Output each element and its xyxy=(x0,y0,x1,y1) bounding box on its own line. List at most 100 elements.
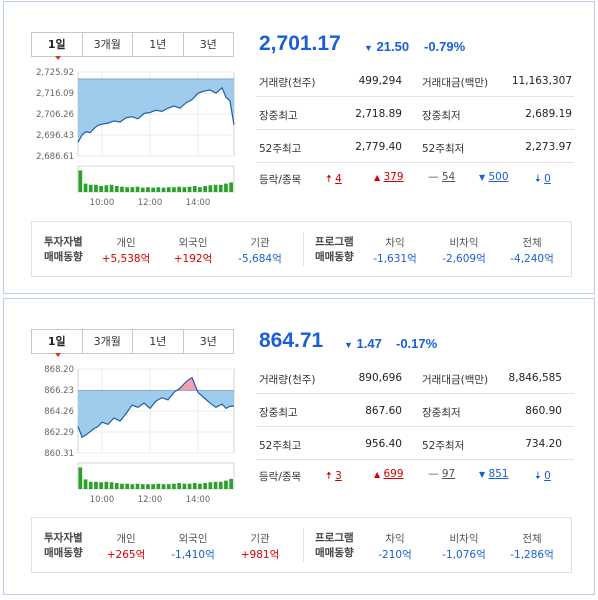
heading-line: 매매동향 xyxy=(315,251,354,263)
y-tick-label: 2,706.26 xyxy=(36,110,74,120)
volume-bar xyxy=(172,483,176,489)
tab-1day[interactable]: 1일 xyxy=(32,33,82,56)
investor-trend-heading: 투자자별 매매동향 xyxy=(44,531,83,561)
volume-bar xyxy=(130,484,135,489)
investor-foreign-value: +192억 xyxy=(173,253,213,265)
volume-bar xyxy=(94,184,98,192)
down-value[interactable]: 500 xyxy=(488,171,509,183)
amount-label: 거래대금(백만) xyxy=(422,374,489,386)
divider xyxy=(256,96,574,97)
volume-bar xyxy=(192,186,197,192)
volume-bar xyxy=(198,483,202,489)
upper-limit-value[interactable]: 3 xyxy=(335,470,342,482)
up-value[interactable]: 379 xyxy=(383,171,404,183)
up-arrow-icon: 🠅 xyxy=(326,173,332,185)
tab-3year[interactable]: 3년 xyxy=(182,330,233,353)
week52-low-value: 2,273.97 xyxy=(525,141,572,153)
up-count[interactable]: ▲ 379 xyxy=(374,171,404,183)
program-arbitrage-value: -210억 xyxy=(378,549,412,561)
volume-bar xyxy=(140,187,145,192)
week52-high-label: 52주최고 xyxy=(259,143,302,155)
flat-value[interactable]: 54 xyxy=(441,171,456,183)
investor-individual-label: 개인 xyxy=(116,533,136,545)
volume-bar xyxy=(109,482,114,489)
tab-3month[interactable]: 3개월 xyxy=(81,330,132,353)
x-tick-label: 10:00 xyxy=(90,495,115,505)
volume-value: 890,696 xyxy=(358,372,402,384)
volume-bar xyxy=(182,483,187,489)
volume-bar xyxy=(88,481,93,489)
flat-value[interactable]: 97 xyxy=(441,468,456,480)
volume-bar xyxy=(172,187,176,192)
price-area-above-baseline xyxy=(78,377,234,391)
volume-bar xyxy=(109,184,114,192)
volume-bar xyxy=(83,479,88,489)
amount-value: 8,846,585 xyxy=(508,372,562,384)
volume-bar xyxy=(177,186,181,192)
heading-line: 투자자별 xyxy=(44,532,83,544)
down-value[interactable]: 851 xyxy=(488,468,509,480)
day-high-value: 867.60 xyxy=(365,405,402,417)
active-tab-caret-icon xyxy=(55,353,61,357)
lower-limit-value[interactable]: 0 xyxy=(544,470,551,482)
heading-line: 매매동향 xyxy=(315,547,354,559)
flat-dash-icon: — xyxy=(428,171,439,183)
flat-count[interactable]: — 97 xyxy=(428,468,455,480)
up-count[interactable]: ▲ 699 xyxy=(374,468,404,480)
volume-bar xyxy=(125,483,129,489)
tab-1year[interactable]: 1년 xyxy=(132,33,183,56)
amount-value: 11,163,307 xyxy=(511,75,572,87)
divider xyxy=(256,162,574,163)
lower-limit-count[interactable]: 🠇 0 xyxy=(535,171,551,189)
down-arrow-icon: 🠇 xyxy=(535,173,541,185)
down-count[interactable]: ▼ 500 xyxy=(479,171,509,183)
week52-low-label: 52주최저 xyxy=(422,440,465,452)
down-triangle-icon: ▼ xyxy=(479,470,486,479)
trading-trends-box: 투자자별 매매동향 개인 +5,538억 외국인 +192억 기관 -5,684억… xyxy=(31,221,572,277)
active-tab-caret-icon xyxy=(55,56,61,60)
heading-line: 프로그램 xyxy=(315,236,354,248)
volume-bar xyxy=(120,186,124,192)
divider xyxy=(256,426,574,427)
flat-count[interactable]: — 54 xyxy=(428,171,455,183)
week52-high-value: 956.40 xyxy=(365,438,402,450)
divider xyxy=(256,129,574,130)
volume-bar xyxy=(218,481,223,489)
volume-bar xyxy=(99,482,103,489)
volume-bar xyxy=(213,481,218,489)
lower-limit-value[interactable]: 0 xyxy=(544,173,551,185)
period-tabs: 1일 3개월 1년 3년 xyxy=(31,32,234,60)
volume-bar xyxy=(161,484,166,489)
volume-bar xyxy=(229,478,233,489)
upper-limit-count[interactable]: 🠅 4 xyxy=(326,171,342,189)
x-tick-label: 14:00 xyxy=(186,495,211,505)
index-price: 864.71 xyxy=(259,329,324,352)
x-tick-label: 12:00 xyxy=(138,495,163,505)
down-count[interactable]: ▼ 851 xyxy=(479,468,509,480)
tab-1year[interactable]: 1년 xyxy=(132,330,183,353)
up-triangle-icon: ▲ xyxy=(374,173,381,182)
index-chart[interactable]: 868.20 866.23 864.26 862.29 860.31 10:00 12:00… xyxy=(24,361,240,511)
y-tick-label: 2,686.61 xyxy=(36,152,74,162)
program-arbitrage-label: 차익 xyxy=(385,533,405,545)
volume-bar xyxy=(78,170,83,192)
tab-3year[interactable]: 3년 xyxy=(182,33,233,56)
upper-limit-count[interactable]: 🠅 3 xyxy=(326,468,342,486)
investor-foreign-label: 외국인 xyxy=(178,237,208,249)
heading-line: 투자자별 xyxy=(44,236,83,248)
volume-bar xyxy=(83,183,88,192)
y-tick-label: 864.26 xyxy=(44,407,74,417)
upper-limit-value[interactable]: 4 xyxy=(335,173,342,185)
tab-1day[interactable]: 1일 xyxy=(32,330,82,353)
x-tick-label: 14:00 xyxy=(186,198,211,208)
day-high-label: 장중최고 xyxy=(259,407,298,419)
investor-institution-label: 기관 xyxy=(250,237,270,249)
investor-foreign-value: -1,410억 xyxy=(171,549,215,561)
up-value[interactable]: 699 xyxy=(383,468,404,480)
tab-3month[interactable]: 3개월 xyxy=(81,33,132,56)
lower-limit-count[interactable]: 🠇 0 xyxy=(535,468,551,486)
investor-institution-label: 기관 xyxy=(250,533,270,545)
y-tick-label: 860.31 xyxy=(44,449,74,459)
y-tick-label: 2,725.92 xyxy=(36,68,74,78)
index-chart[interactable]: 2,725.92 2,716.09 2,706.26 2,696.43 2,686.61… xyxy=(24,64,240,214)
